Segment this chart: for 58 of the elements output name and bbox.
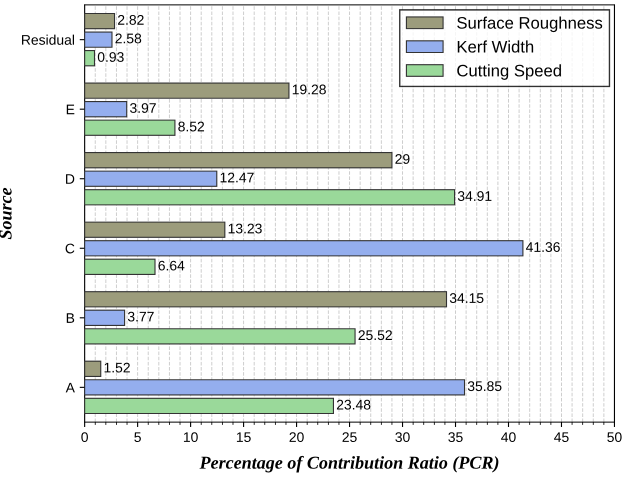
data-label: 34.91 (458, 191, 492, 201)
data-label: 34.15 (450, 293, 484, 303)
data-label: 3.97 (130, 103, 156, 113)
bar (84, 50, 96, 66)
bar (84, 379, 466, 396)
data-label: 29 (395, 154, 410, 164)
data-label: 2.58 (115, 34, 142, 44)
legend-label: Cutting Speed (457, 64, 561, 80)
bar (84, 12, 116, 30)
x-tick-label: 5 (134, 432, 141, 442)
x-tick-label: 35 (448, 432, 463, 442)
data-label: 35.85 (468, 381, 502, 392)
bar (84, 222, 226, 238)
legend-label: Surface Roughness (457, 16, 602, 32)
data-label: 19.28 (292, 84, 326, 94)
data-label: 23.48 (336, 400, 370, 410)
bar (84, 101, 128, 118)
data-label: 41.36 (526, 242, 560, 252)
x-tick-label: 40 (501, 432, 516, 442)
data-label: 25.52 (358, 330, 392, 340)
data-label: 1.52 (104, 362, 130, 373)
x-tick-label: 25 (342, 432, 357, 442)
x-axis-title: Percentage of Contribution Ratio (PCR) (200, 456, 498, 472)
y-tick-label: Residual (22, 34, 74, 45)
data-label: 12.47 (220, 172, 254, 182)
x-tick-label: 15 (236, 432, 251, 442)
x-tick-label: 0 (81, 432, 88, 442)
bar (84, 328, 356, 345)
y-tick-label: A (66, 382, 75, 392)
bar (84, 189, 456, 206)
bar (84, 291, 448, 308)
y-tick-label: B (66, 313, 74, 323)
bar (84, 31, 113, 48)
bar (84, 310, 126, 326)
x-tick-label: 20 (290, 432, 304, 442)
data-label: 6.64 (158, 260, 184, 271)
legend-label: Kerf Width (458, 40, 534, 53)
data-label: 13.23 (228, 224, 262, 234)
bar (84, 82, 290, 99)
bar (84, 240, 524, 256)
bar (84, 360, 102, 377)
x-tick-label: 30 (395, 432, 410, 442)
bar (84, 120, 176, 136)
x-tick-label: 50 (607, 432, 622, 442)
x-tick-label: 10 (184, 432, 198, 442)
bar (84, 170, 218, 187)
y-tick-label: E (66, 104, 74, 114)
x-tick-label: 45 (554, 432, 569, 442)
y-axis-title: Source (0, 188, 12, 240)
bar (84, 258, 156, 275)
y-tick-label: C (66, 244, 74, 254)
data-label: 0.93 (98, 52, 124, 62)
data-label: 8.52 (178, 122, 204, 132)
y-tick-label: D (66, 174, 74, 184)
data-label: 3.77 (128, 312, 154, 322)
bar (84, 398, 334, 414)
data-label: 2.82 (118, 15, 144, 25)
bar (84, 152, 392, 168)
